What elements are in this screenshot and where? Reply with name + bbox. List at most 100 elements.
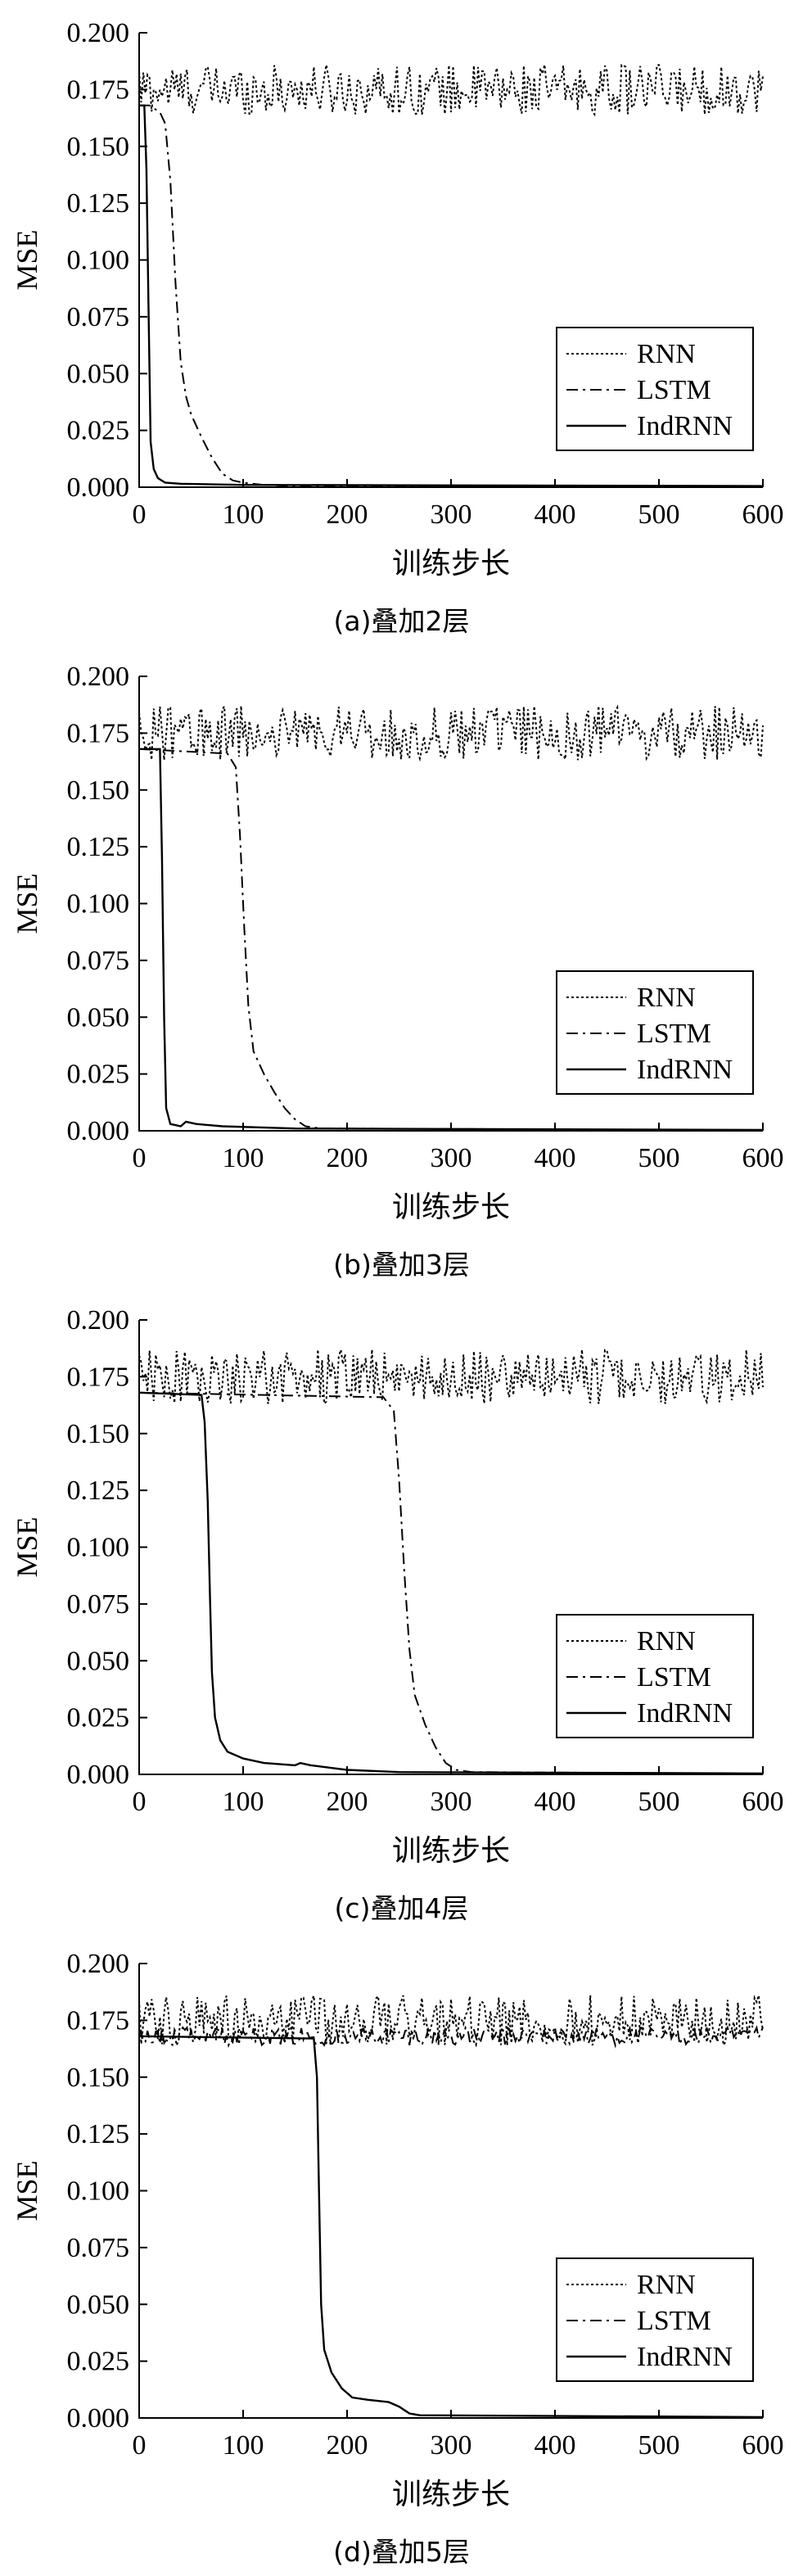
x-tick-label: 0 <box>133 2430 147 2461</box>
panel-caption: (b)叠加3层 <box>333 1249 470 1281</box>
y-tick-label: 0.050 <box>67 359 130 389</box>
x-tick-label: 400 <box>535 2430 576 2461</box>
y-axis-title: MSE <box>11 229 43 290</box>
panel-caption: (a)叠加2层 <box>333 605 470 637</box>
series-line-lstm <box>138 748 764 1132</box>
y-tick-label: 0.000 <box>67 1116 130 1146</box>
y-tick-label: 0.175 <box>67 2005 130 2036</box>
x-tick-label: 400 <box>535 1143 576 1173</box>
x-tick-label: 200 <box>327 2430 368 2461</box>
y-tick-label: 0.025 <box>67 416 130 446</box>
y-tick-label: 0.025 <box>67 1703 130 1733</box>
y-tick-label: 0.125 <box>67 2119 130 2149</box>
chart-panel: 0.000 0.025 0.050 0.075 0.100 0.125 0.150 0.175… <box>0 0 803 644</box>
y-tick-label: 0.075 <box>67 2233 130 2263</box>
x-tick-label: 200 <box>327 1787 368 1817</box>
y-tick-label: 0.175 <box>67 718 130 748</box>
x-tick-label: 100 <box>223 1143 264 1173</box>
series-line-lstm <box>139 104 764 488</box>
y-tick-label: 0.125 <box>67 832 130 862</box>
chart-panel: 0.000 0.025 0.050 0.075 0.100 0.125 0.150 0.175… <box>0 1287 803 1931</box>
x-axis-title: 训练步长 <box>392 1191 510 1224</box>
y-axis-title: MSE <box>11 873 43 933</box>
y-tick-label: 0.150 <box>67 2063 130 2093</box>
y-tick-label: 0.125 <box>67 188 130 219</box>
x-tick-label: 200 <box>327 1143 368 1173</box>
x-axis-title: 训练步长 <box>392 1834 510 1868</box>
y-tick-label: 0.125 <box>67 1476 130 1506</box>
y-tick-label: 0.000 <box>67 472 130 503</box>
legend-label-indrnn: IndRNN <box>637 411 733 441</box>
legend-box <box>556 2257 754 2382</box>
y-tick-label: 0.050 <box>67 1646 130 1676</box>
x-tick-label: 500 <box>638 499 680 530</box>
series-line-lstm <box>138 2024 764 2049</box>
x-tick-label: 600 <box>742 499 784 530</box>
legend-box <box>556 970 754 1095</box>
x-tick-label: 0 <box>133 1787 147 1817</box>
series-line-lstm <box>138 1391 764 1775</box>
y-tick-label: 0.200 <box>67 662 130 692</box>
panel-caption: (c)叠加4层 <box>334 1892 469 1924</box>
y-tick-label: 0.000 <box>67 1760 130 1790</box>
y-tick-label: 0.075 <box>67 302 130 332</box>
x-tick-label: 300 <box>431 1143 472 1173</box>
legend-label-lstm: LSTM <box>637 1019 711 1049</box>
chart-svg: 0.000 0.025 0.050 0.075 0.100 0.125 0.150 0.175… <box>11 662 784 1224</box>
legend-label-lstm: LSTM <box>637 375 711 405</box>
y-tick-label: 0.050 <box>67 2289 130 2320</box>
series-line-indrnn <box>139 748 764 1132</box>
x-tick-label: 100 <box>223 1787 264 1817</box>
y-tick-label: 0.075 <box>67 1589 130 1620</box>
y-tick-label: 0.175 <box>67 75 130 105</box>
y-tick-label: 0.000 <box>67 2403 130 2434</box>
x-tick-label: 400 <box>535 1787 576 1817</box>
legend-label-lstm: LSTM <box>637 2306 711 2336</box>
y-tick-label: 0.075 <box>67 946 130 976</box>
x-tick-label: 200 <box>327 499 368 530</box>
x-tick-label: 300 <box>431 1787 472 1817</box>
legend-label-indrnn: IndRNN <box>637 2342 733 2372</box>
y-tick-label: 0.150 <box>67 132 130 162</box>
chart-svg: 0.000 0.025 0.050 0.075 0.100 0.125 0.150 0.175… <box>11 1949 784 2511</box>
series-line-rnn <box>138 64 764 117</box>
x-tick-label: 600 <box>742 1143 784 1173</box>
x-tick-label: 500 <box>638 1143 680 1173</box>
y-tick-label: 0.100 <box>67 1533 130 1563</box>
x-axis-title: 训练步长 <box>392 2478 510 2511</box>
legend-label-rnn: RNN <box>637 1626 696 1656</box>
chart-svg: 0.000 0.025 0.050 0.075 0.100 0.125 0.150 0.175… <box>11 18 784 581</box>
y-tick-label: 0.025 <box>67 1060 130 1090</box>
series-line-indrnn <box>138 2035 764 2419</box>
y-tick-label: 0.100 <box>67 246 130 276</box>
legend-label-rnn: RNN <box>637 339 696 369</box>
y-tick-label: 0.200 <box>67 1949 130 1979</box>
series-line-rnn <box>138 1349 764 1406</box>
y-axis-title: MSE <box>11 2160 43 2221</box>
y-tick-label: 0.050 <box>67 1002 130 1033</box>
legend-label-indrnn: IndRNN <box>637 1698 733 1729</box>
panel-caption: (d)叠加5层 <box>333 2536 470 2568</box>
legend-label-rnn: RNN <box>637 983 696 1013</box>
x-axis-title: 训练步长 <box>392 547 510 581</box>
x-tick-label: 500 <box>638 1787 680 1817</box>
x-tick-label: 100 <box>223 2430 264 2461</box>
legend-box <box>556 327 754 451</box>
legend-label-lstm: LSTM <box>637 1662 711 1692</box>
x-tick-label: 300 <box>431 2430 472 2461</box>
legend-label-indrnn: IndRNN <box>637 1055 733 1085</box>
chart-panel: 0.000 0.025 0.050 0.075 0.100 0.125 0.150 0.175… <box>0 1931 803 2574</box>
x-tick-label: 500 <box>638 2430 680 2461</box>
legend-box <box>556 1614 754 1738</box>
y-tick-label: 0.150 <box>67 1419 130 1449</box>
y-tick-label: 0.100 <box>67 2176 130 2207</box>
y-tick-label: 0.200 <box>67 18 130 48</box>
x-tick-label: 0 <box>133 499 147 530</box>
y-tick-label: 0.175 <box>67 1362 130 1392</box>
chart-svg: 0.000 0.025 0.050 0.075 0.100 0.125 0.150 0.175… <box>11 1305 784 1868</box>
x-tick-label: 600 <box>742 2430 784 2461</box>
series-line-indrnn <box>139 104 764 487</box>
x-tick-label: 300 <box>431 499 472 530</box>
x-tick-label: 0 <box>133 1143 147 1173</box>
x-tick-label: 400 <box>535 499 576 530</box>
